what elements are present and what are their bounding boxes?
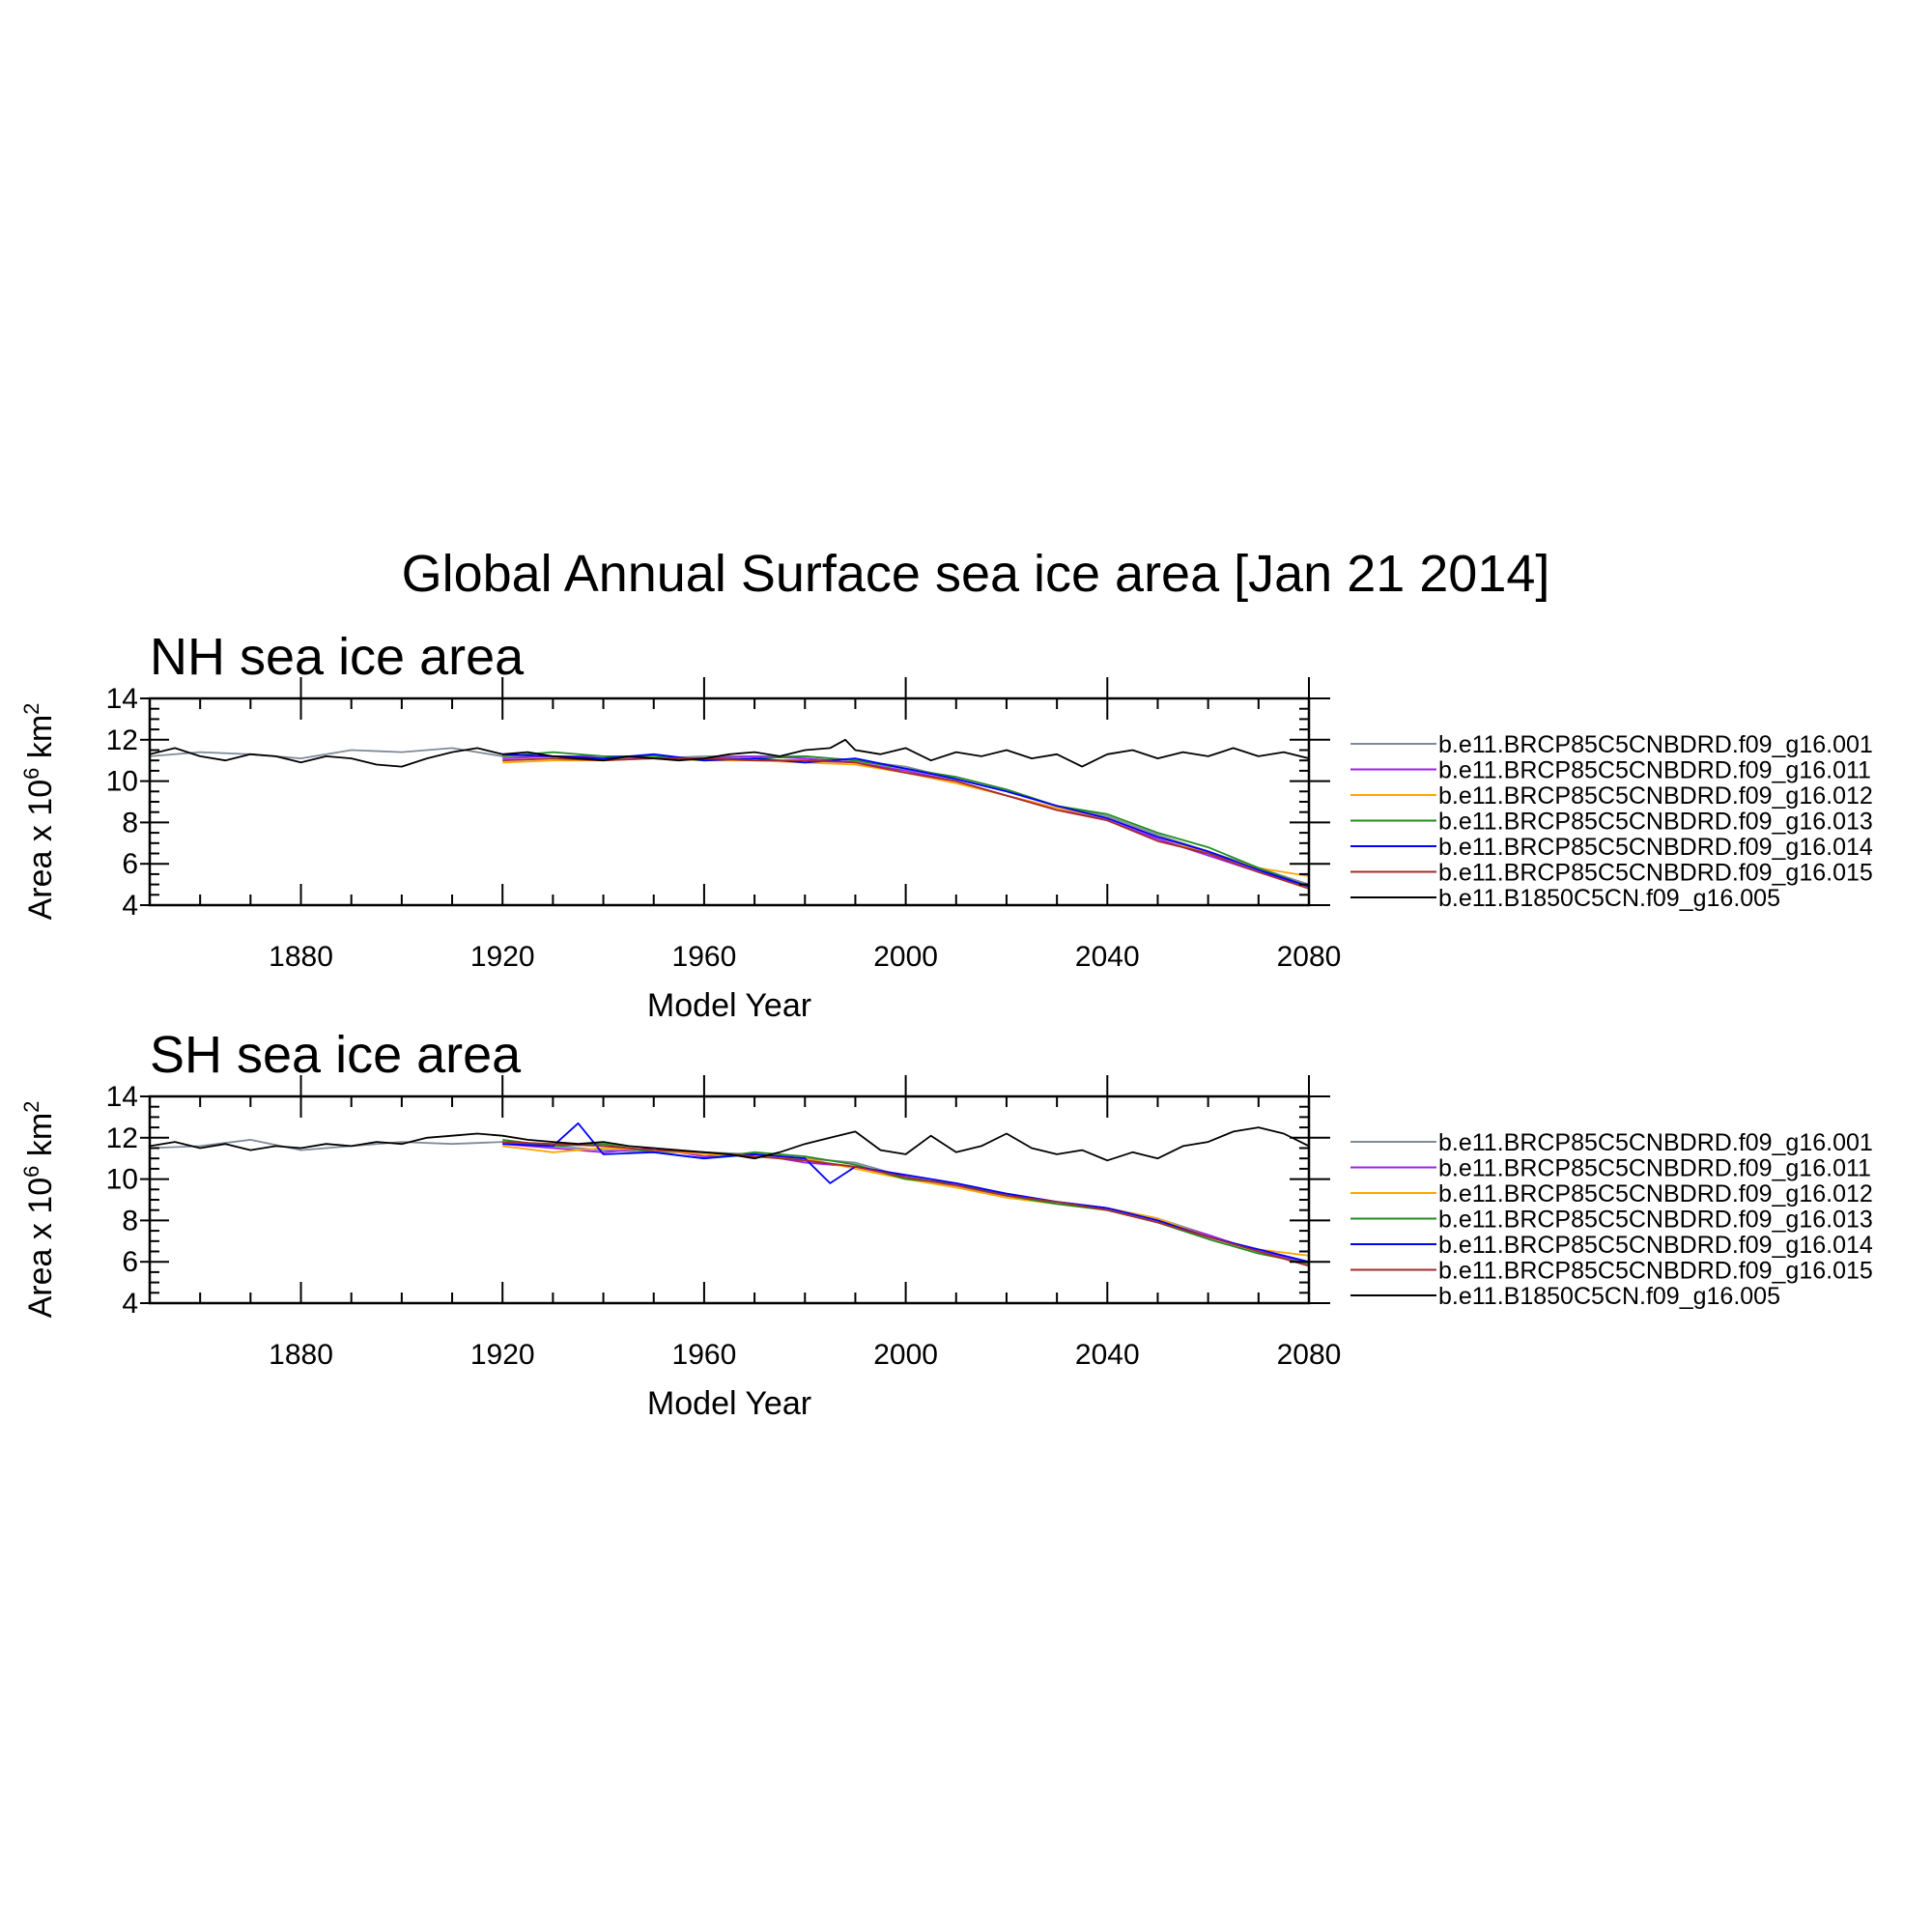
x-axis-label: Model Year (647, 987, 811, 1024)
plot-frame (148, 1094, 1311, 1305)
series-line (502, 1145, 1309, 1257)
y-tick-label: 14 (106, 1081, 138, 1113)
legend-label: b.e11.B1850C5CN.f09_g16.005 (1438, 885, 1780, 912)
x-tick-label: 2040 (1075, 1339, 1140, 1371)
y-tick-label: 6 (122, 1246, 138, 1278)
series-line (502, 1143, 1309, 1264)
y-tick-label: 8 (122, 1205, 138, 1236)
y-tick-label: 10 (106, 766, 138, 798)
series-line (502, 1122, 1309, 1264)
nh-panel: NH sea ice area 1880 1920 1960 2000 2040 2080 4… (19, 628, 1873, 1024)
x-tick-label: 2040 (1075, 941, 1140, 973)
x-tick-label: 2080 (1277, 941, 1342, 973)
y-tick-label: 6 (122, 848, 138, 880)
y-tick-label: 12 (106, 724, 138, 756)
x-tick-label: 1960 (672, 1339, 737, 1371)
legend-label: b.e11.BRCP85C5CNBDRD.f09_g16.013 (1438, 1207, 1873, 1234)
series-line (502, 1139, 1309, 1265)
x-tick-label: 1880 (269, 941, 333, 973)
legend-label: b.e11.BRCP85C5CNBDRD.f09_g16.001 (1438, 731, 1873, 758)
series-line (150, 1139, 1309, 1265)
legend: b.e11.BRCP85C5CNBDRD.f09_g16.001b.e11.BR… (1350, 1129, 1873, 1310)
x-tick-label: 1880 (269, 1339, 333, 1371)
legend-label: b.e11.BRCP85C5CNBDRD.f09_g16.012 (1438, 1180, 1873, 1208)
legend-label: b.e11.BRCP85C5CNBDRD.f09_g16.014 (1438, 1232, 1873, 1259)
legend-label: b.e11.BRCP85C5CNBDRD.f09_g16.001 (1438, 1129, 1873, 1156)
panel-title: SH sea ice area (150, 1026, 522, 1084)
panel-title: NH sea ice area (150, 628, 525, 686)
plot-frame (148, 696, 1311, 907)
legend-label: b.e11.BRCP85C5CNBDRD.f09_g16.013 (1438, 809, 1873, 836)
y-tick-label: 12 (106, 1122, 138, 1154)
x-axis-label: Model Year (647, 1385, 811, 1422)
x-tick-label: 1920 (470, 941, 535, 973)
series-line (502, 757, 1309, 877)
series-line (502, 753, 1309, 888)
legend-label: b.e11.BRCP85C5CNBDRD.f09_g16.011 (1438, 757, 1871, 784)
y-tick-label: 14 (106, 683, 138, 715)
legend-label: b.e11.BRCP85C5CNBDRD.f09_g16.011 (1438, 1155, 1871, 1182)
legend-label: b.e11.B1850C5CN.f09_g16.005 (1438, 1283, 1780, 1310)
x-tick-label: 2000 (873, 1339, 938, 1371)
x-tick-label: 1960 (672, 941, 737, 973)
legend-label: b.e11.BRCP85C5CNBDRD.f09_g16.014 (1438, 834, 1873, 861)
series-line (150, 1126, 1309, 1162)
y-tick-label: 8 (122, 807, 138, 838)
x-tick-label: 2080 (1277, 1339, 1342, 1371)
series-group (150, 1122, 1309, 1267)
series-line (150, 738, 1309, 768)
series-line (502, 757, 1309, 890)
sh-panel: SH sea ice area 1880 1920 1960 2000 2040 2080 4… (19, 1026, 1873, 1422)
legend-label: b.e11.BRCP85C5CNBDRD.f09_g16.015 (1438, 860, 1873, 887)
y-tick-label: 10 (106, 1164, 138, 1196)
figure-title: Global Annual Surface sea ice area [Jan … (402, 545, 1550, 603)
series-line (150, 747, 1309, 886)
legend-label: b.e11.BRCP85C5CNBDRD.f09_g16.015 (1438, 1258, 1873, 1285)
y-tick-label: 4 (122, 890, 138, 922)
legend: b.e11.BRCP85C5CNBDRD.f09_g16.001b.e11.BR… (1350, 731, 1873, 912)
y-axis-label: Area x 106 km2 (19, 703, 59, 921)
series-group (150, 738, 1309, 890)
series-line (502, 1141, 1309, 1267)
x-tick-label: 1920 (470, 1339, 535, 1371)
y-tick-label: 4 (122, 1288, 138, 1320)
y-axis-label: Area x 106 km2 (19, 1101, 59, 1319)
x-tick-label: 2000 (873, 941, 938, 973)
legend-label: b.e11.BRCP85C5CNBDRD.f09_g16.012 (1438, 782, 1873, 810)
series-line (502, 755, 1309, 888)
